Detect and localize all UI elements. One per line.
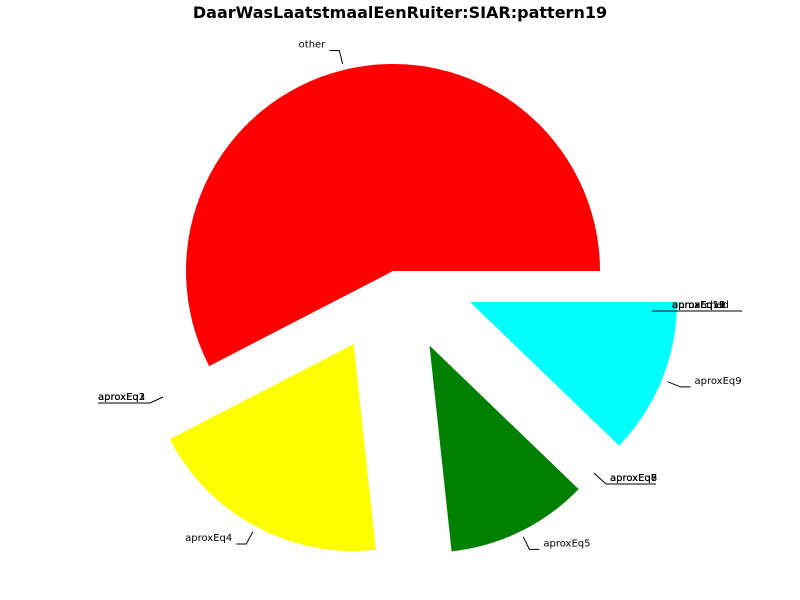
slice-label-aproxEq5: aproxEq5 (543, 538, 590, 549)
pie-slice-aproxEq9 (469, 302, 677, 446)
zero-label-aproxEq1: aproxEq1 (98, 392, 145, 403)
leader-line-bottom-right-group (593, 472, 656, 485)
zero-label-aproxEq10: aproxEq10 (672, 300, 726, 311)
zero-label-aproxEq2: aproxEq2 (98, 392, 145, 403)
zero-label-aproxEq13: aproxEq13 (672, 300, 726, 311)
leader-line-other (329, 49, 344, 65)
zero-label-unmatched: unmatched (672, 300, 729, 311)
zero-label-aproxEq12: aproxEq12 (672, 300, 726, 311)
zero-label-aproxEq11: aproxEq11 (672, 300, 726, 311)
pie-slice-aproxEq5 (429, 345, 579, 552)
zero-label-aproxEq6: aproxEq6 (610, 473, 657, 484)
slice-label-aproxEq9: aproxEq9 (695, 376, 742, 387)
slice-label-aproxEq4: aproxEq4 (185, 533, 232, 544)
slice-label-other: other (299, 39, 327, 50)
zero-label-aproxEq3: aproxEq3 (98, 392, 145, 403)
leader-line-aproxEq9 (667, 381, 691, 388)
pie-slices (169, 63, 677, 552)
leader-line-left-group (98, 396, 164, 404)
zero-label-aproxEq7: aproxEq7 (610, 473, 657, 484)
pie-slice-other (186, 63, 600, 367)
leader-line-aproxEq4 (236, 531, 254, 545)
zero-label-aproxEq8: aproxEq8 (610, 473, 657, 484)
leader-line-aproxEq5 (522, 536, 540, 550)
chart-title: DaarWasLaatstmaalEenRuiter:SIAR:pattern1… (193, 3, 607, 22)
pie-slice-aproxEq4 (169, 344, 376, 552)
